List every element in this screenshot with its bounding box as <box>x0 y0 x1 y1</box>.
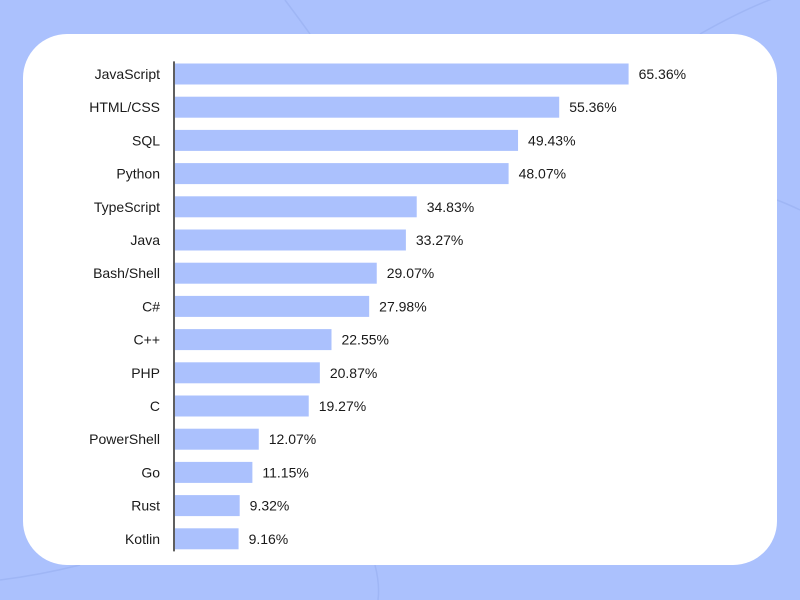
bar-chart: JavaScript 65.36% HTML/CSS 55.36% SQL 49.43% P… <box>89 61 686 552</box>
bar-c- <box>175 295 370 317</box>
category-label: PHP <box>131 365 160 381</box>
value-label: 34.83% <box>427 199 474 215</box>
category-label: JavaScript <box>95 66 160 82</box>
bar-python <box>175 163 509 185</box>
value-label: 49.43% <box>528 132 575 148</box>
bar-html-css <box>175 96 560 118</box>
category-label: Kotlin <box>125 531 160 547</box>
value-label: 27.98% <box>379 298 426 314</box>
category-label: Java <box>130 232 160 248</box>
category-label: HTML/CSS <box>89 99 160 115</box>
value-label: 55.36% <box>569 99 616 115</box>
category-label: C++ <box>134 332 160 348</box>
bar-kotlin <box>175 528 239 550</box>
value-label: 48.07% <box>519 166 566 182</box>
bar-bash-shell <box>175 262 377 284</box>
chart-card: JavaScript 65.36% HTML/CSS 55.36% SQL 49.43% P… <box>23 34 777 565</box>
value-label: 19.27% <box>319 398 366 414</box>
value-label: 20.87% <box>330 365 377 381</box>
category-label: C <box>150 398 160 414</box>
bar-java <box>175 229 406 251</box>
bar-powershell <box>175 428 259 450</box>
bar-typescript <box>175 196 417 218</box>
category-label: SQL <box>132 132 160 148</box>
category-label: TypeScript <box>94 199 160 215</box>
category-label: PowerShell <box>89 431 160 447</box>
category-label: Python <box>116 166 160 182</box>
value-label: 12.07% <box>269 431 316 447</box>
value-label: 29.07% <box>387 265 434 281</box>
category-label: C# <box>142 298 160 314</box>
category-label: Go <box>141 464 160 480</box>
bar-go <box>175 461 253 483</box>
value-label: 65.36% <box>639 66 686 82</box>
bar-c <box>175 395 309 417</box>
value-label: 11.15% <box>262 464 308 480</box>
value-label: 33.27% <box>416 232 463 248</box>
value-label: 9.16% <box>249 531 289 547</box>
bar-sql <box>175 129 519 151</box>
bar-php <box>175 362 320 384</box>
bar-javascript <box>175 63 629 85</box>
category-label: Rust <box>131 498 160 514</box>
bar-c- <box>175 329 332 351</box>
value-label: 9.32% <box>250 498 290 514</box>
bar-rust <box>175 495 240 517</box>
value-label: 22.55% <box>341 332 388 348</box>
category-label: Bash/Shell <box>93 265 160 281</box>
